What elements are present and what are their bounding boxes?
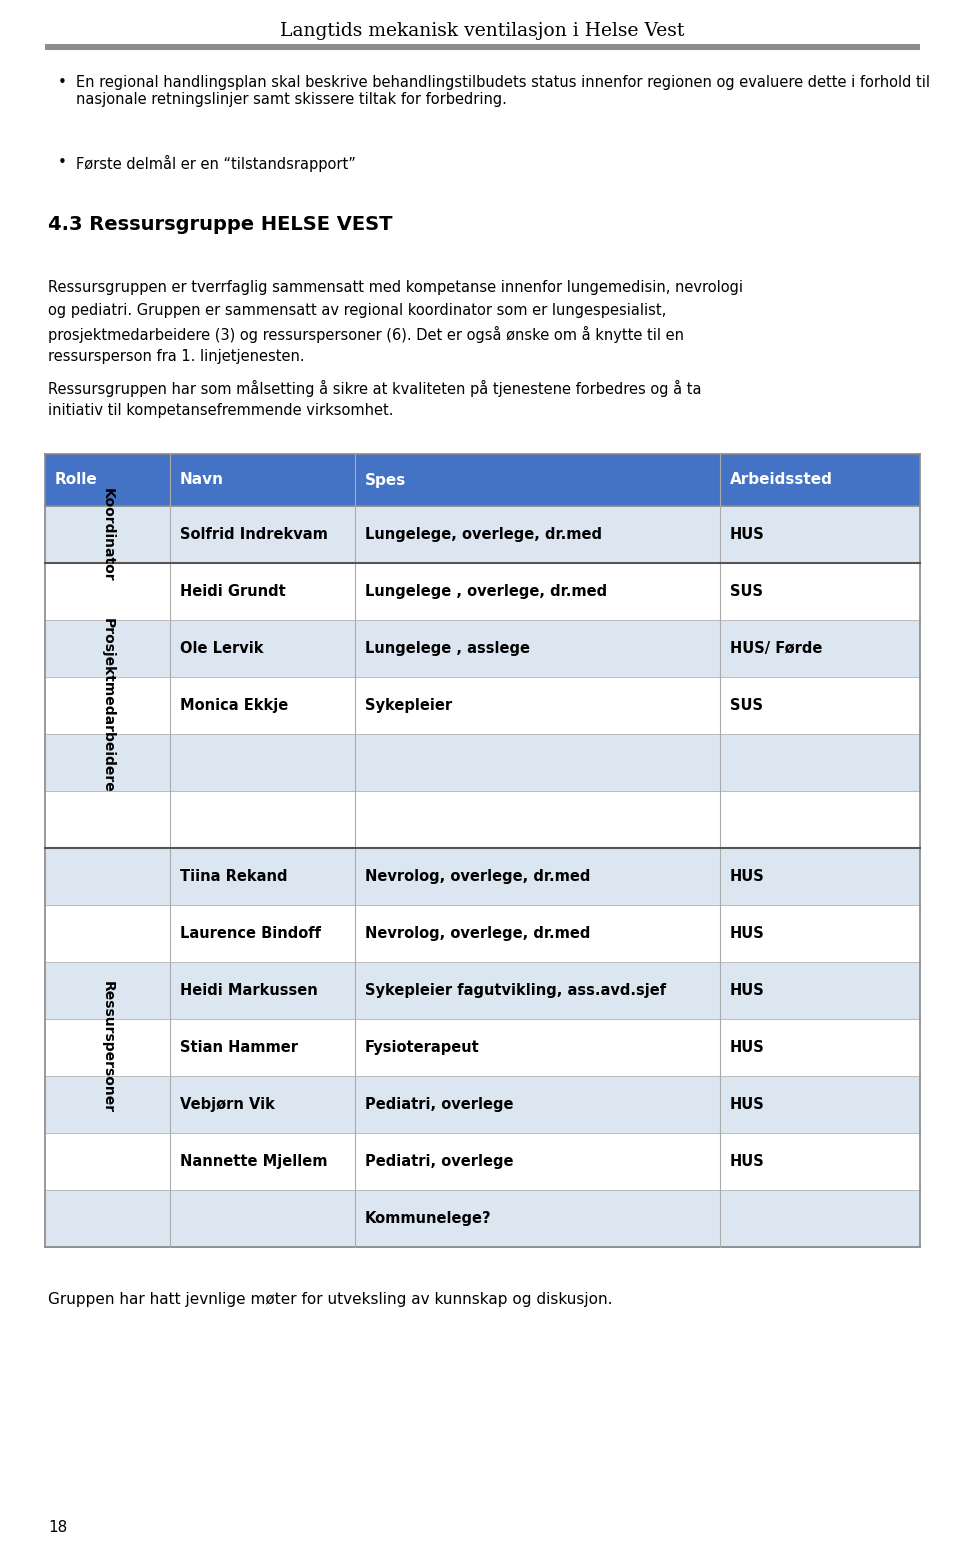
Text: HUS: HUS — [730, 926, 765, 941]
Text: HUS: HUS — [730, 527, 765, 541]
Text: ressursperson fra 1. linjetjenesten.: ressursperson fra 1. linjetjenesten. — [48, 349, 304, 365]
Text: Ressursgruppen har som målsetting å sikre at kvaliteten på tjenestene forbedres : Ressursgruppen har som målsetting å sikr… — [48, 380, 702, 398]
Bar — [45, 848, 920, 905]
Text: HUS: HUS — [730, 983, 765, 998]
Text: og pediatri. Gruppen er sammensatt av regional koordinator som er lungespesialis: og pediatri. Gruppen er sammensatt av re… — [48, 304, 666, 318]
Bar — [45, 1133, 920, 1189]
Text: Lungelege , overlege, dr.med: Lungelege , overlege, dr.med — [365, 584, 607, 599]
Text: Nevrolog, overlege, dr.med: Nevrolog, overlege, dr.med — [365, 926, 590, 941]
Text: HUS: HUS — [730, 1097, 765, 1113]
Text: Heidi Markussen: Heidi Markussen — [180, 983, 318, 998]
Text: Arbeidssted: Arbeidssted — [730, 473, 833, 488]
Text: Ole Lervik: Ole Lervik — [180, 642, 263, 656]
Bar — [45, 505, 920, 563]
Text: Koordinator: Koordinator — [101, 488, 114, 581]
Text: En regional handlingsplan skal beskrive behandlingstilbudets status innenfor reg: En regional handlingsplan skal beskrive … — [76, 75, 930, 108]
Bar — [45, 620, 920, 678]
Bar — [45, 454, 920, 505]
Text: Spes: Spes — [365, 473, 406, 488]
Text: Lungelege, overlege, dr.med: Lungelege, overlege, dr.med — [365, 527, 602, 541]
Bar — [45, 790, 920, 848]
Text: Prosjektmedarbeidere: Prosjektmedarbeidere — [101, 618, 114, 793]
Text: HUS: HUS — [730, 869, 765, 884]
Bar — [45, 678, 920, 734]
Text: HUS/ Førde: HUS/ Førde — [730, 642, 823, 656]
Bar — [45, 734, 920, 790]
Bar — [45, 1077, 920, 1133]
Bar — [45, 1189, 920, 1247]
Bar — [45, 962, 920, 1019]
Text: prosjektmedarbeidere (3) og ressurspersoner (6). Det er også ønske om å knytte t: prosjektmedarbeidere (3) og ressursperso… — [48, 326, 684, 343]
Text: HUS: HUS — [730, 1153, 765, 1169]
Text: Vebjørn Vik: Vebjørn Vik — [180, 1097, 275, 1113]
Text: Rolle: Rolle — [55, 473, 98, 488]
Text: Heidi Grundt: Heidi Grundt — [180, 584, 286, 599]
Text: Solfrid Indrekvam: Solfrid Indrekvam — [180, 527, 328, 541]
Text: Sykepleier: Sykepleier — [365, 698, 452, 714]
Text: Tiina Rekand: Tiina Rekand — [180, 869, 287, 884]
Text: Ressurspersoner: Ressurspersoner — [101, 981, 114, 1114]
Text: 4.3 Ressursgruppe HELSE VEST: 4.3 Ressursgruppe HELSE VEST — [48, 214, 393, 235]
Text: SUS: SUS — [730, 584, 763, 599]
Text: Sykepleier fagutvikling, ass.avd.sjef: Sykepleier fagutvikling, ass.avd.sjef — [365, 983, 666, 998]
Text: •: • — [58, 155, 67, 171]
Text: Monica Ekkje: Monica Ekkje — [180, 698, 288, 714]
Text: Gruppen har hatt jevnlige møter for utveksling av kunnskap og diskusjon.: Gruppen har hatt jevnlige møter for utve… — [48, 1293, 612, 1307]
Bar — [45, 1019, 920, 1077]
Text: Kommunelege?: Kommunelege? — [365, 1211, 492, 1225]
Text: Pediatri, overlege: Pediatri, overlege — [365, 1097, 514, 1113]
Bar — [45, 44, 920, 50]
Text: 18: 18 — [48, 1520, 67, 1535]
Text: Fysioterapeut: Fysioterapeut — [365, 1041, 480, 1055]
Bar — [45, 905, 920, 962]
Text: Første delmål er en “tilstandsrapport”: Første delmål er en “tilstandsrapport” — [76, 155, 356, 172]
Bar — [45, 563, 920, 620]
Text: Pediatri, overlege: Pediatri, overlege — [365, 1153, 514, 1169]
Text: •: • — [58, 75, 67, 91]
Text: SUS: SUS — [730, 698, 763, 714]
Text: Langtids mekanisk ventilasjon i Helse Vest: Langtids mekanisk ventilasjon i Helse Ve… — [280, 22, 684, 41]
Text: Ressursgruppen er tverrfaglig sammensatt med kompetanse innenfor lungemedisin, n: Ressursgruppen er tverrfaglig sammensatt… — [48, 280, 743, 294]
Text: HUS: HUS — [730, 1041, 765, 1055]
Text: Stian Hammer: Stian Hammer — [180, 1041, 298, 1055]
Text: Lungelege , asslege: Lungelege , asslege — [365, 642, 530, 656]
Text: Nevrolog, overlege, dr.med: Nevrolog, overlege, dr.med — [365, 869, 590, 884]
Text: Navn: Navn — [180, 473, 224, 488]
Text: Nannette Mjellem: Nannette Mjellem — [180, 1153, 327, 1169]
Text: Laurence Bindoff: Laurence Bindoff — [180, 926, 321, 941]
Text: initiativ til kompetansefremmende virksomhet.: initiativ til kompetansefremmende virkso… — [48, 404, 394, 418]
